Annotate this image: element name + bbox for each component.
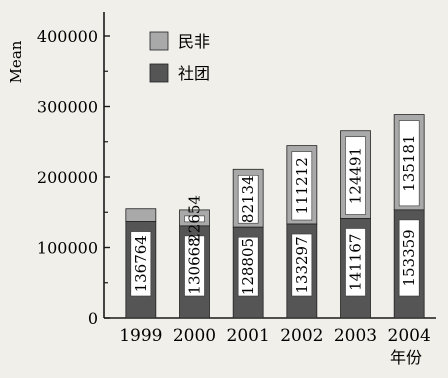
data-label-box-lower [345, 228, 366, 297]
y-axis: 0 100000 200000 300000 400000 [37, 12, 110, 328]
data-label-box-lower [398, 219, 420, 297]
y-tick-label: 0 [88, 309, 98, 328]
bar-minfei-1999 [125, 208, 157, 222]
x-axis-label: 年份 [390, 348, 422, 367]
y-tick-label: 300000 [37, 98, 98, 117]
legend-swatch-minfei [149, 31, 169, 51]
data-label-minfei-2001: 82134 [239, 175, 257, 223]
data-label-minfei-2000: 22654 [186, 195, 204, 243]
data-label-minfei-2002: 111212 [293, 157, 311, 214]
data-label-minfei-2004: 135181 [400, 135, 418, 192]
data-label-box-upper [184, 215, 205, 223]
data-label-shetuan-2000: 130668 [186, 237, 204, 294]
data-label-shetuan-2001: 128805 [239, 238, 257, 295]
x-tick-label-2002: 2002 [280, 326, 323, 346]
x-tick-label-2003: 2003 [334, 326, 377, 346]
x-tick-label-2001: 2001 [227, 326, 270, 346]
data-label-shetuan-1999: 136764 [132, 235, 150, 292]
data-label-shetuan-2002: 133297 [293, 236, 311, 293]
x-tick-label-2004: 2004 [388, 326, 431, 346]
legend: 民非 社团 [149, 31, 210, 83]
y-tick-label: 400000 [37, 27, 98, 46]
x-tick-label-2000: 2000 [173, 326, 216, 346]
data-label-shetuan-2004: 153359 [400, 229, 418, 286]
x-axis: 1999 2000 2001 2002 2003 2004 [104, 313, 436, 346]
data-label-box-upper [345, 136, 366, 215]
y-tick-label: 200000 [37, 168, 98, 187]
data-label-box-upper [398, 120, 420, 207]
data-label-box-upper [291, 151, 313, 221]
data-label-shetuan-2003: 141167 [347, 234, 365, 291]
data-label-box-lower [291, 233, 313, 297]
legend-swatch-shetuan [149, 63, 169, 83]
data-label-box-lower [130, 231, 152, 297]
data-label-box-lower [237, 236, 259, 297]
legend-label-shetuan: 社团 [178, 64, 210, 83]
x-tick-label-1999: 1999 [119, 326, 162, 346]
legend-label-minfei: 民非 [178, 32, 210, 51]
y-axis-label: Mean [7, 40, 25, 83]
y-tick-label: 100000 [37, 239, 98, 258]
data-label-box-lower [184, 235, 205, 297]
data-label-minfei-2003: 124491 [347, 147, 365, 204]
data-label-box-upper [237, 174, 259, 224]
